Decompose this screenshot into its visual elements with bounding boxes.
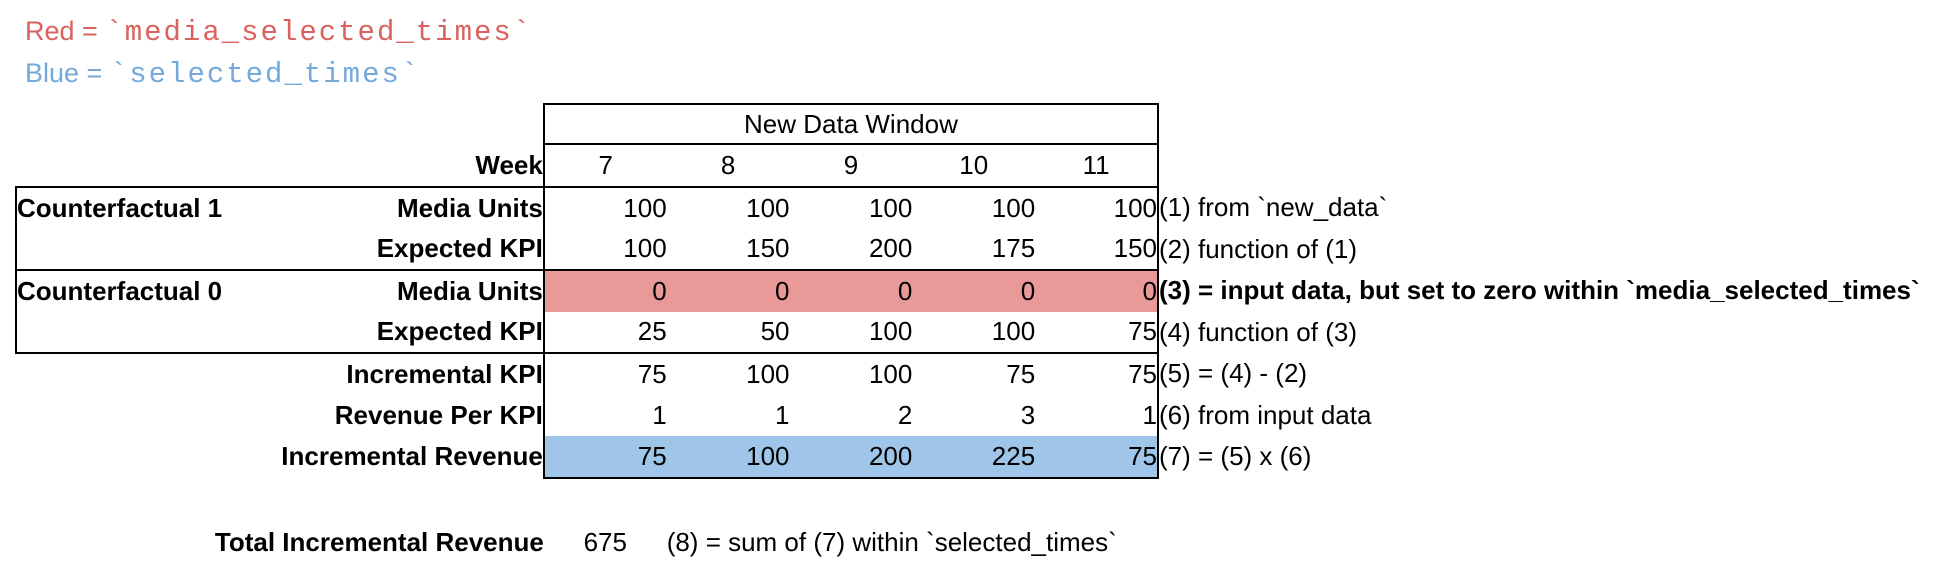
week-cell: 7	[542, 144, 667, 188]
row-annotation: (6) from input data	[1159, 399, 1372, 430]
value-cell: 25	[542, 311, 667, 354]
value-cell: 50	[666, 311, 790, 354]
cf1-label: Counterfactual 1	[15, 187, 246, 229]
value-cell: 100	[746, 358, 790, 389]
value-cell: 1	[542, 394, 667, 436]
value-cell: 150	[1035, 228, 1159, 271]
value-cell: 100	[1035, 187, 1159, 229]
value-cell: 200	[789, 228, 913, 271]
value-cell: 100	[912, 311, 1036, 354]
row-annotation: (2) function of (1)	[1159, 233, 1357, 264]
legend-red-line: Red = `media_selected_times`	[25, 11, 532, 53]
value-cell: 75	[542, 353, 667, 395]
value-cell: 1	[1035, 394, 1159, 436]
table-row: Incremental Revenue 75 100 200 225 75 (7…	[16, 436, 1960, 479]
value-cell: 0	[912, 270, 1036, 312]
legend-blue-code: `selected_times`	[109, 58, 421, 91]
value-cell: 100	[746, 192, 790, 223]
value-cell: 100	[868, 358, 913, 389]
week-cell: 11	[1035, 144, 1159, 188]
value-cell: 0	[789, 270, 913, 312]
counterfactual-table: New Data Window Week 7 8 9 10 11 Counter…	[15, 103, 1960, 564]
week-cell: 9	[789, 144, 913, 188]
row-label: Expected KPI	[245, 228, 544, 271]
total-label: Total Incremental Revenue	[214, 527, 544, 557]
legend-red-label: Red	[25, 16, 75, 46]
total-row: Total Incremental Revenue 675 (8) = sum …	[16, 522, 1960, 564]
spacer-row	[16, 478, 1960, 522]
row-annotation: (5) = (4) - (2)	[1159, 358, 1308, 389]
row-annotation: (7) = (5) x (6)	[1159, 441, 1312, 472]
value-cell: 1	[775, 399, 790, 430]
row-label: Incremental Revenue	[281, 441, 543, 472]
value-cell: 225	[912, 436, 1036, 479]
value-cell: 100	[868, 192, 913, 223]
value-cell: 2	[897, 399, 913, 430]
value-cell: 100	[991, 192, 1036, 223]
row-label: Expected KPI	[245, 311, 544, 354]
row-label: Incremental KPI	[346, 358, 543, 389]
window-header-cell: New Data Window	[542, 103, 1160, 145]
value-cell: 75	[1006, 358, 1036, 389]
value-cell: 75	[542, 436, 667, 479]
window-header-row: New Data Window	[16, 103, 1960, 145]
value-cell: 0	[542, 270, 667, 312]
row-label: Revenue Per KPI	[334, 399, 543, 430]
value-cell: 0	[666, 270, 790, 312]
table-row: Counterfactual 1 Media Units 100 100 100…	[15, 187, 1960, 229]
total-annotation: (8) = sum of (7) within `selected_times`	[666, 527, 1117, 557]
legend-blue-line: Blue = `selected_times`	[25, 53, 532, 95]
table-row: Expected KPI 100 150 200 175 150 (2) fun…	[15, 228, 1960, 271]
value-cell: 100	[542, 228, 667, 271]
week-label: Week	[16, 144, 544, 188]
row-annotation: (4) function of (3)	[1159, 316, 1357, 347]
row-label: Media Units	[396, 192, 543, 223]
value-cell: 200	[789, 436, 913, 479]
value-cell: 3	[1020, 399, 1036, 430]
value-cell: 100	[542, 187, 667, 229]
table-row: Expected KPI 25 50 100 100 75 (4) functi…	[15, 311, 1960, 354]
cf0-label: Counterfactual 0	[15, 270, 246, 312]
table-row: Incremental KPI 75 100 100 75 75 (5) = (…	[16, 353, 1960, 395]
legend-red-code: `media_selected_times`	[105, 16, 533, 49]
value-cell: 175	[912, 228, 1036, 271]
value-cell: 150	[666, 228, 790, 271]
row-label: Media Units	[396, 275, 543, 306]
value-cell: 100	[666, 436, 790, 479]
week-cell: 10	[912, 144, 1036, 188]
value-cell: 100	[789, 311, 913, 354]
legend-red-equals: =	[74, 16, 106, 46]
legend: Red = `media_selected_times` Blue = `sel…	[25, 11, 532, 95]
value-cell: 75	[1035, 353, 1159, 395]
table-row: Revenue Per KPI 1 1 2 3 1 (6) from input…	[16, 394, 1960, 436]
value-cell: 75	[1035, 436, 1159, 479]
week-row: Week 7 8 9 10 11	[16, 144, 1960, 188]
legend-blue-equals: =	[79, 58, 110, 88]
value-cell: 0	[1035, 270, 1159, 312]
table-row: Counterfactual 0 Media Units 0 0 0 0 0 (…	[15, 270, 1960, 312]
row-annotation: (1) from `new_data`	[1159, 192, 1388, 223]
total-value: 675	[583, 527, 627, 557]
week-cell: 8	[666, 144, 790, 188]
value-cell: 75	[1035, 311, 1159, 354]
row-annotation: (3) = input data, but set to zero within…	[1159, 275, 1920, 306]
legend-blue-label: Blue	[25, 58, 80, 88]
